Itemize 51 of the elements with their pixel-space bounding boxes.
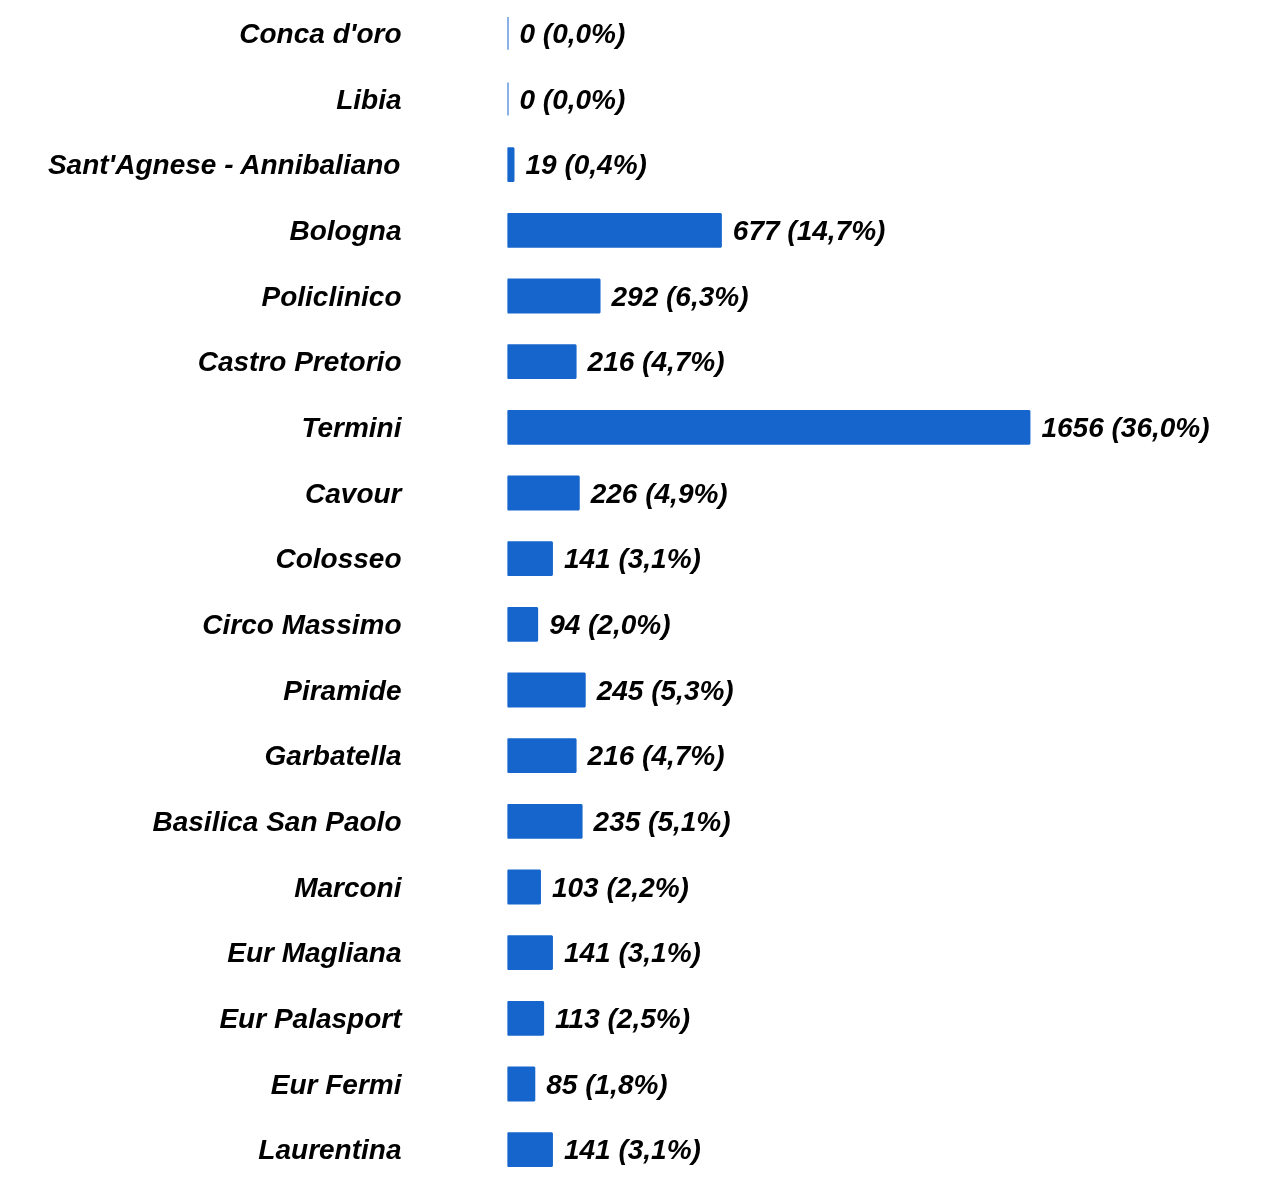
- data-label: 226 (4,9%): [589, 477, 728, 509]
- data-label: 677 (14,7%): [732, 214, 886, 246]
- y-tick-label: Colosseo: [275, 543, 402, 575]
- bar: [507, 606, 539, 642]
- y-tick-label: Eur Fermi: [270, 1068, 403, 1100]
- bar: [507, 672, 586, 708]
- y-tick-label: Policlinico: [261, 280, 402, 312]
- data-label: 216 (4,7%): [586, 346, 725, 378]
- y-tick-label: Garbatella: [264, 740, 402, 772]
- data-label: 113 (2,5%): [555, 1002, 690, 1034]
- bar: [507, 803, 583, 839]
- y-tick-label: Eur Magliana: [227, 937, 402, 969]
- bar: [507, 541, 553, 577]
- bar: [507, 1000, 545, 1036]
- bar: [507, 212, 722, 248]
- y-tick-label: Sant'Agnese - Annibaliano: [47, 149, 401, 181]
- data-label: 216 (4,7%): [586, 740, 725, 772]
- y-tick-label: Basilica San Paolo: [152, 805, 402, 837]
- bar: [507, 1066, 536, 1102]
- data-label: 19 (0,4%): [525, 149, 647, 181]
- data-label: 141 (3,1%): [563, 1134, 701, 1166]
- y-tick-label: Marconi: [294, 871, 403, 903]
- y-tick-label: Laurentina: [258, 1134, 402, 1166]
- data-label: 103 (2,2%): [551, 871, 689, 903]
- y-tick-label: Cavour: [305, 477, 404, 509]
- data-label: 1656 (36,0%): [1041, 411, 1210, 443]
- data-label: 245 (5,3%): [595, 674, 734, 706]
- data-label: 292 (6,3%): [610, 280, 749, 312]
- bar: [507, 935, 553, 971]
- y-tick-label: Conca d'oro: [239, 17, 402, 49]
- y-tick-label: Circo Massimo: [202, 608, 402, 640]
- data-label: 85 (1,8%): [546, 1068, 668, 1100]
- data-label: 141 (3,1%): [563, 543, 701, 575]
- data-label: 0 (0,0%): [519, 17, 626, 49]
- y-tick-label: Termini: [301, 411, 403, 443]
- bar: [507, 1132, 553, 1168]
- y-tick-label: Castro Pretorio: [197, 346, 402, 378]
- y-tick-label: Bologna: [289, 214, 402, 246]
- data-label: 235 (5,1%): [592, 805, 731, 837]
- y-tick-label: Piramide: [283, 674, 402, 706]
- data-label: 141 (3,1%): [563, 937, 701, 969]
- bar: [507, 278, 601, 314]
- bar: [507, 409, 1031, 445]
- bar: [507, 475, 580, 511]
- data-label: 94 (2,0%): [549, 608, 671, 640]
- bar: [507, 344, 577, 380]
- bar: [507, 738, 577, 774]
- data-label: 0 (0,0%): [519, 83, 626, 115]
- y-tick-label: Libia: [336, 83, 402, 115]
- y-tick-label: Eur Palasport: [219, 1002, 404, 1034]
- bar: [507, 869, 541, 905]
